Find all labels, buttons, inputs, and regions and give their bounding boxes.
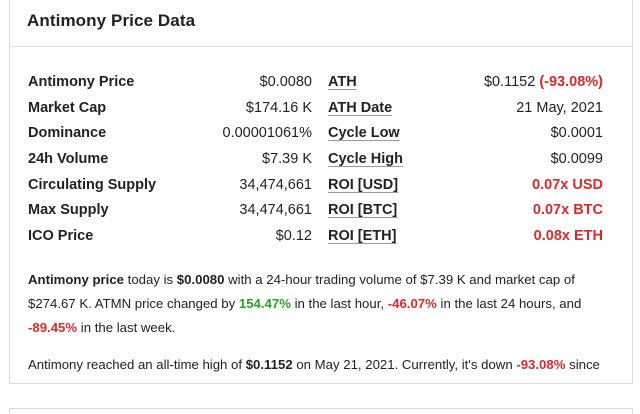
stat-value: $0.0001 — [550, 125, 603, 142]
roi-btc-link[interactable]: ROI [BTC] — [328, 202, 398, 219]
summary-text: with a 24-hour trading volume of $7.39 K… — [28, 272, 575, 311]
stat-value: $0.12 — [275, 228, 312, 245]
stat-row: Dominance 0.00001061% Cycle Low $0.0001 — [28, 121, 618, 147]
stat-label: Circulating Supply — [28, 176, 157, 193]
stat-row: Max Supply 34,474,661 ROI [BTC] 0.07x BT… — [28, 198, 618, 224]
stat-value: $0.0080 — [259, 74, 312, 90]
stat-label: Antimony Price — [28, 74, 135, 90]
price-data-card: Antimony Price Data Antimony Price $0.00… — [9, 0, 633, 384]
summary-text: in the last week. — [77, 320, 176, 335]
change-7d: -89.45% — [28, 320, 78, 335]
stats-table: Antimony Price $0.0080 ATH $0.1152 (-93.… — [28, 70, 618, 250]
cycle-low-link[interactable]: Cycle Low — [328, 125, 400, 142]
stat-row: Antimony Price $0.0080 ATH $0.1152 (-93.… — [28, 70, 618, 96]
summary-paragraph: Antimony price today is $0.0080 with a 2… — [28, 268, 608, 340]
next-card-edge — [9, 408, 633, 414]
stat-label: ICO Price — [28, 228, 94, 245]
stat-row: ICO Price $0.12 ROI [ETH] 0.08x ETH — [28, 224, 618, 250]
roi-eth-link[interactable]: ROI [ETH] — [328, 228, 397, 245]
summary-ath: $0.1152 — [245, 357, 293, 372]
stat-row: Market Cap $174.16 K ATH Date 21 May, 20… — [28, 96, 618, 122]
stat-value: $0.1152 — [483, 74, 536, 90]
stat-label: 24h Volume — [28, 151, 109, 168]
stat-value: 21 May, 2021 — [516, 99, 603, 116]
summary-text: on May 21, 2021. Currently, it's down — [292, 357, 517, 372]
stat-label: Dominance — [28, 125, 107, 142]
ath-link[interactable]: ATH — [328, 74, 357, 90]
roi-usd-link[interactable]: ROI [USD] — [328, 176, 399, 193]
roi-eth-value: 0.08x ETH — [533, 228, 603, 245]
stat-label: Market Cap — [28, 99, 107, 116]
summary-text: in the last hour, — [290, 296, 388, 311]
ath-date-link[interactable]: ATH Date — [328, 99, 393, 116]
cycle-high-link[interactable]: Cycle High — [328, 151, 403, 168]
roi-usd-value: 0.07x USD — [532, 176, 603, 193]
stat-label: Max Supply — [28, 202, 109, 219]
ath-change-badge: (-93.08%) — [539, 74, 603, 90]
ath-value-group: $0.1152 (-93.08%) — [484, 70, 603, 96]
stat-value: 34,474,661 — [239, 176, 312, 193]
summary-text: in the last 24 hours, and — [436, 296, 582, 311]
stat-value: $7.39 K — [262, 151, 312, 168]
stat-row: 24h Volume $7.39 K Cycle High $0.0099 — [28, 147, 618, 173]
stat-value: $0.0099 — [550, 151, 603, 168]
change-1h: 154.47% — [238, 296, 291, 311]
stat-value: $174.16 K — [245, 99, 312, 116]
change-24h: -46.07% — [387, 296, 437, 311]
stat-value: 34,474,661 — [239, 202, 312, 219]
summary-price: $0.0080 — [176, 272, 225, 287]
price-summary: Antimony price today is $0.0080 with a 2… — [28, 268, 608, 383]
summary-text: today is — [124, 272, 177, 287]
ath-drawdown: -93.08% — [516, 357, 566, 372]
summary-text: since its record high. — [28, 357, 600, 383]
stat-value: 0.00001061% — [222, 125, 313, 142]
summary-paragraph: Antimony reached an all-time high of $0.… — [28, 353, 608, 383]
summary-text: Antimony reached an all-time high of — [28, 357, 246, 372]
stat-row: Circulating Supply 34,474,661 ROI [USD] … — [28, 173, 618, 199]
roi-btc-value: 0.07x BTC — [532, 202, 603, 219]
card-header: Antimony Price Data — [10, 0, 632, 47]
card-title: Antimony Price Data — [27, 11, 196, 30]
summary-text: Antimony price — [28, 272, 124, 287]
